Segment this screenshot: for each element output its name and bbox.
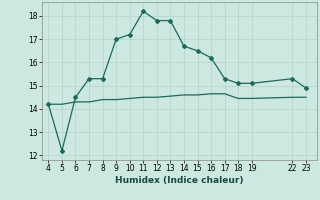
X-axis label: Humidex (Indice chaleur): Humidex (Indice chaleur)	[115, 176, 244, 185]
